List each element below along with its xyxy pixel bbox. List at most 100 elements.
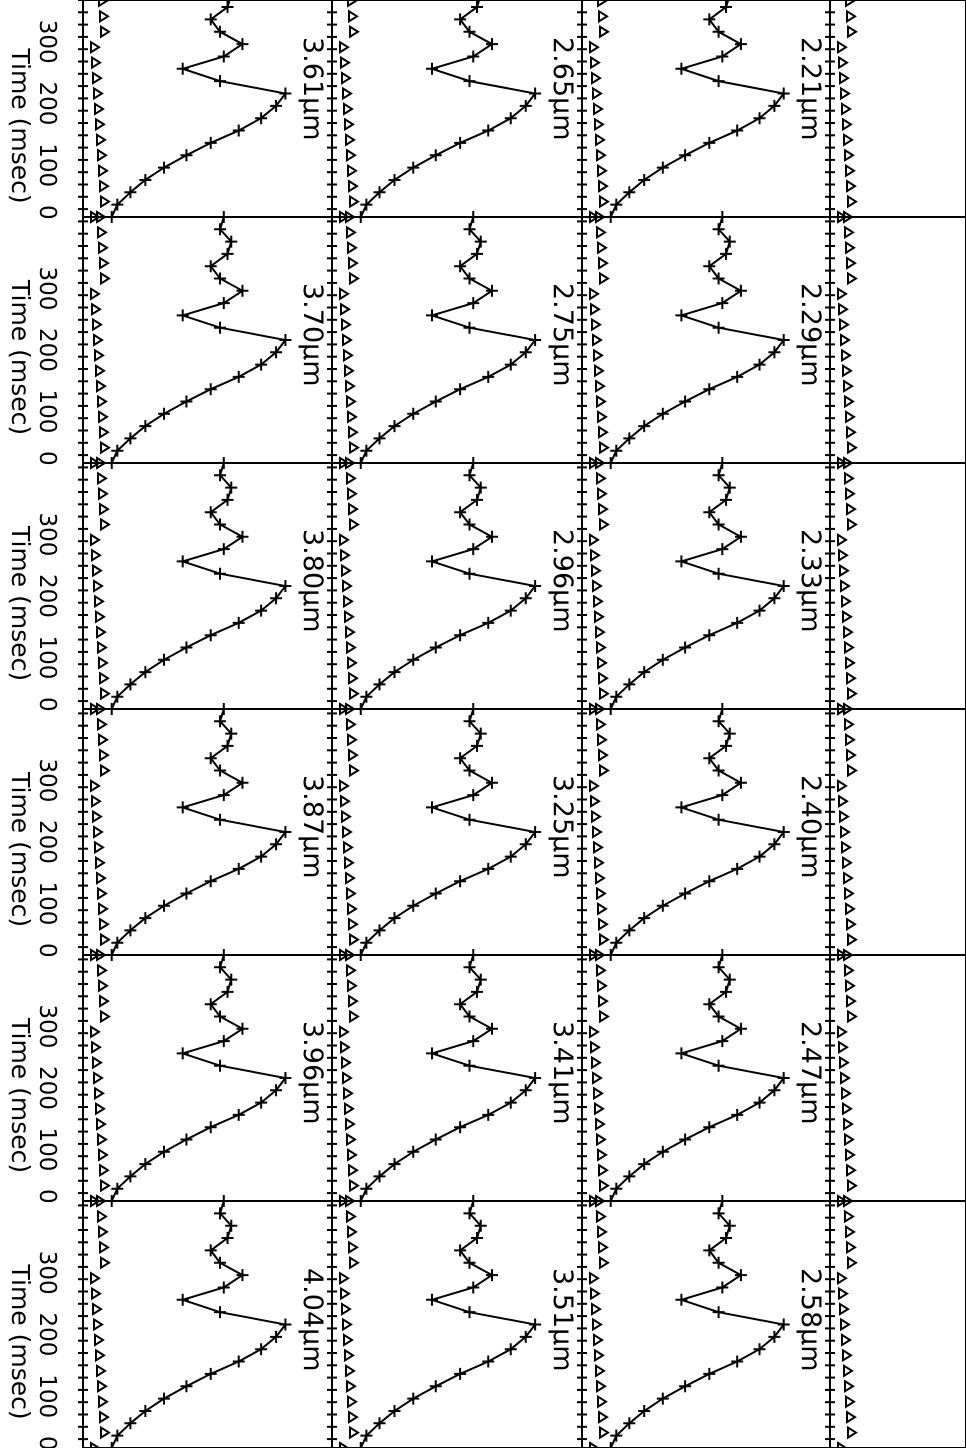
residual-point xyxy=(846,1410,857,1424)
data-point-plus xyxy=(217,1281,230,1294)
data-point-plus xyxy=(360,936,373,949)
residual-point xyxy=(344,1101,355,1116)
residual-point xyxy=(843,1364,854,1378)
data-point-plus xyxy=(463,764,476,777)
data-point-plus xyxy=(124,678,137,691)
data-point-plus xyxy=(703,260,716,273)
data-point-plus xyxy=(720,493,733,506)
residual-point xyxy=(846,425,857,440)
data-point-plus xyxy=(467,949,480,961)
residual-point xyxy=(340,55,351,70)
residual-point xyxy=(599,932,610,947)
residual-point xyxy=(596,394,607,409)
data-point-plus xyxy=(279,580,292,592)
x-tick-label: 300 xyxy=(34,1005,60,1049)
x-tick-label: 300 xyxy=(34,267,60,311)
data-point-plus xyxy=(454,629,467,642)
data-point-plus xyxy=(221,1232,234,1245)
data-point-plus xyxy=(610,444,623,457)
residual-point xyxy=(93,1317,104,1332)
residual-point xyxy=(590,548,601,563)
residual-point xyxy=(347,410,358,424)
residual-point xyxy=(841,348,852,363)
residual-point xyxy=(345,1117,356,1131)
data-point-plus xyxy=(111,690,124,703)
residual-point xyxy=(847,1009,858,1024)
data-point-plus xyxy=(768,1084,781,1097)
data-point-plus xyxy=(753,604,766,617)
residual-point xyxy=(98,902,109,916)
residual-point xyxy=(591,1055,602,1070)
data-point-plus xyxy=(638,420,651,433)
data-point-plus xyxy=(471,739,483,752)
data-point-plus xyxy=(388,912,401,925)
x-axis-title: Time (msec) xyxy=(6,525,35,681)
data-point-plus xyxy=(486,1269,498,1282)
residual-point xyxy=(94,840,105,855)
residual-point xyxy=(98,978,109,993)
data-point-plus xyxy=(723,481,736,494)
residual-point xyxy=(341,809,352,824)
data-point-plus xyxy=(610,1182,623,1195)
data-point-plus xyxy=(176,555,189,568)
data-point-plus xyxy=(225,973,238,986)
data-point-plus xyxy=(373,1417,386,1430)
data-point-plus xyxy=(111,444,124,457)
data-point-plus xyxy=(270,346,283,359)
residual-point xyxy=(844,225,855,240)
residual-point xyxy=(344,855,355,870)
data-point-plus xyxy=(723,973,736,986)
data-point-plus xyxy=(753,850,766,863)
data-point-plus xyxy=(482,124,495,137)
residual-point xyxy=(339,210,350,224)
residual-point xyxy=(843,1117,854,1131)
residual-point xyxy=(847,440,858,455)
data-point-plus xyxy=(656,407,669,420)
residual-point xyxy=(348,502,359,516)
residual-point xyxy=(343,1333,354,1347)
residual-point xyxy=(98,486,109,501)
residual-point xyxy=(596,1379,607,1394)
data-point-plus xyxy=(236,530,249,543)
residual-point xyxy=(838,794,849,809)
data-point-plus xyxy=(656,1145,669,1158)
data-point-plus xyxy=(232,370,245,383)
data-point-plus xyxy=(426,555,438,568)
data-point-plus xyxy=(407,407,420,420)
residual-point xyxy=(589,1271,600,1285)
residual-point xyxy=(345,948,356,962)
residual-point xyxy=(93,1071,104,1085)
data-point-plus xyxy=(675,801,688,814)
data-point-plus xyxy=(777,87,790,100)
fit-curve xyxy=(110,708,288,956)
data-point-plus xyxy=(217,50,230,63)
data-point-plus xyxy=(519,1084,532,1097)
residual-point xyxy=(346,394,357,409)
data-point-plus xyxy=(703,13,716,26)
residual-point xyxy=(340,548,351,563)
x-tick-label: 0 xyxy=(34,1189,60,1204)
data-point-plus xyxy=(236,284,249,297)
data-point-plus xyxy=(407,653,420,666)
data-point-plus xyxy=(454,1121,467,1134)
fit-curve xyxy=(110,0,288,218)
residual-point xyxy=(845,240,856,255)
data-point-plus xyxy=(467,1195,480,1207)
residual-point xyxy=(97,394,108,409)
data-point-plus xyxy=(474,973,487,986)
residual-point xyxy=(596,471,607,486)
data-point-plus xyxy=(463,1010,476,1023)
data-point-plus xyxy=(623,186,636,199)
residual-point xyxy=(339,533,350,547)
residual-point xyxy=(96,456,107,470)
residual-point xyxy=(93,86,104,101)
data-point-plus xyxy=(712,321,725,334)
data-point-plus xyxy=(734,776,747,789)
data-point-plus xyxy=(124,186,137,199)
data-point-plus xyxy=(610,936,623,949)
residual-point xyxy=(98,1148,109,1162)
residual-point xyxy=(100,271,111,286)
residual-point xyxy=(340,794,351,809)
data-point-plus xyxy=(204,13,217,26)
